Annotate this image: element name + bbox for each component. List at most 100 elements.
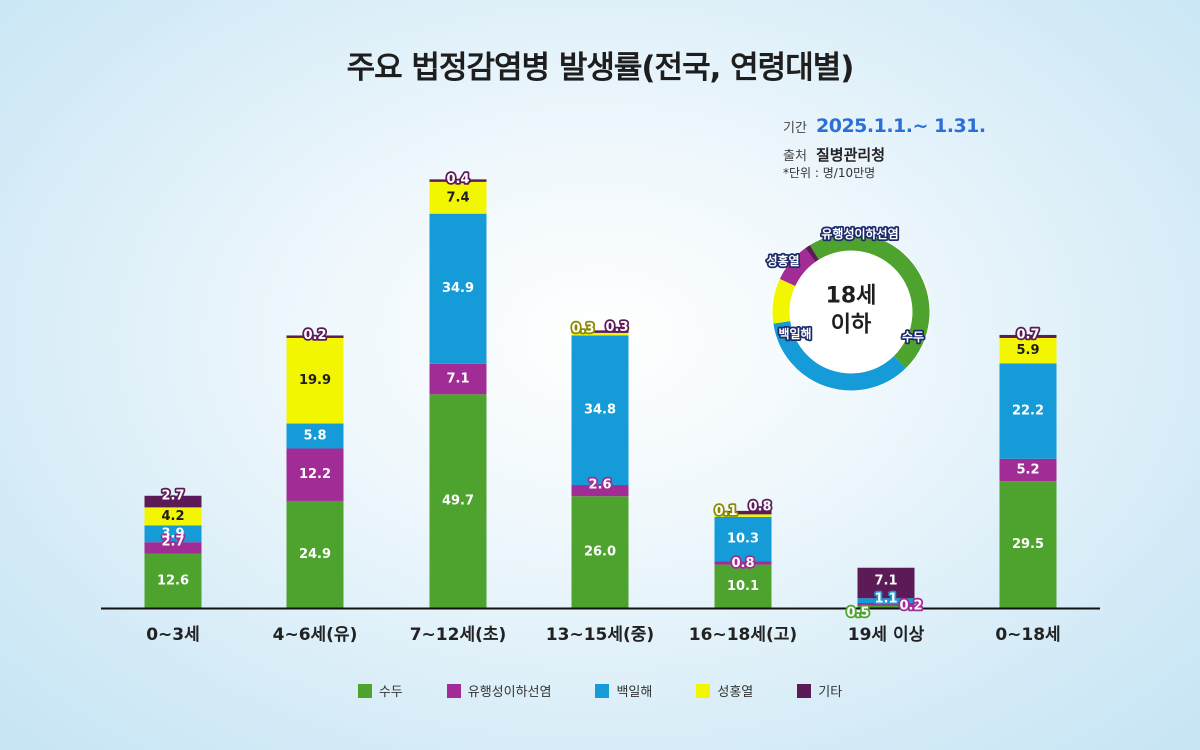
legend: 수두 유행성이하선염 백일해 성홍열 기타 <box>0 681 1200 700</box>
value-label-mumps-6: 5.2 <box>1016 462 1039 477</box>
value-label-scarlet-fever-0: 4.2 <box>161 509 184 524</box>
value-label-pertussis-0: 3.9 <box>161 526 184 541</box>
value-label-mumps-1: 12.2 <box>299 467 331 482</box>
bar-segment-other-5 <box>857 567 915 599</box>
x-tick-label-1: 4~6세(유) <box>273 625 358 645</box>
donut-segment-other <box>805 245 819 263</box>
x-tick-label-4: 16~18세(고) <box>689 625 797 645</box>
bar-segment-other-1 <box>286 335 344 338</box>
source-row: 출처 질병관리청 <box>783 140 986 168</box>
x-tick-label-5: 19세 이상 <box>848 625 925 645</box>
value-label-mumps-0: 2.7 <box>161 535 184 550</box>
bar-segment-pertussis-5 <box>857 598 915 603</box>
bar-segment-mumps-4 <box>714 561 772 565</box>
donut-label-pertussis: 백일해 <box>778 326 811 341</box>
value-label-scarlet-fever-4: 0.1 <box>714 504 737 519</box>
bar-segment-mumps-1 <box>286 448 344 501</box>
value-label-chickenpox-5: 0.5 <box>846 606 869 621</box>
legend-swatch-other <box>797 683 812 698</box>
value-label-mumps-5: 0.2 <box>899 599 922 614</box>
value-label-mumps-2: 7.1 <box>446 372 469 387</box>
bar-segment-chickenpox-4 <box>714 564 772 608</box>
donut-label-mumps: 유행성이하선염 <box>821 226 898 241</box>
donut-label-scarlet-fever: 성홍열 <box>766 253 799 268</box>
value-label-chickenpox-0: 12.6 <box>157 573 189 588</box>
legend-item-pertussis: 백일해 <box>595 681 652 700</box>
unit-note: *단위 : 명/10만명 <box>783 166 876 180</box>
donut-center-line2: 이하 <box>831 313 872 338</box>
value-label-mumps-3: 2.6 <box>588 478 611 493</box>
value-label-other-0: 2.7 <box>161 488 184 503</box>
bar-segment-mumps-6 <box>999 458 1057 482</box>
bar-segment-other-4 <box>714 510 772 515</box>
bar-segment-other-2 <box>429 179 487 182</box>
x-tick-label-2: 7~12세(초) <box>410 625 507 645</box>
bar-segment-other-3 <box>571 330 629 333</box>
bars-layer <box>144 179 1057 608</box>
value-label-chickenpox-4: 10.1 <box>727 579 759 594</box>
value-label-other-3: 0.3 <box>605 320 628 335</box>
donut-label-chickenpox: 수두 <box>902 330 924 344</box>
period-label: 기간 <box>783 120 807 136</box>
value-label-chickenpox-3: 26.0 <box>584 545 616 560</box>
value-label-scarlet-fever-1: 19.9 <box>299 373 331 388</box>
bar-segment-scarlet-fever-2 <box>429 181 487 214</box>
value-label-other-1: 0.2 <box>303 328 326 343</box>
donut-center-line1: 18세 <box>826 284 877 309</box>
bar-segment-pertussis-3 <box>571 335 629 486</box>
legend-label-chickenpox: 수두 <box>378 685 403 700</box>
period-value: 2025.1.1.~ 1.31. <box>816 115 986 137</box>
legend-item-other: 기타 <box>797 681 842 700</box>
value-label-pertussis-2: 34.9 <box>442 281 474 296</box>
x-tick-label-0: 0~3세 <box>146 625 200 645</box>
donut-background <box>771 232 931 392</box>
chart-title: 주요 법정감염병 발생률(전국, 연령대별) <box>346 50 855 86</box>
bar-segment-scarlet-fever-1 <box>286 337 344 424</box>
bar-segment-mumps-0 <box>144 542 202 554</box>
bar-segment-chickenpox-1 <box>286 500 344 608</box>
value-label-other-5: 7.1 <box>874 574 897 589</box>
value-label-pertussis-6: 22.2 <box>1012 404 1044 419</box>
value-label-chickenpox-1: 24.9 <box>299 547 331 562</box>
bar-segment-scarlet-fever-4 <box>714 514 772 517</box>
bar-segment-chickenpox-6 <box>999 481 1057 608</box>
legend-swatch-chickenpox <box>357 683 372 698</box>
bar-segment-mumps-3 <box>571 485 629 497</box>
legend-label-mumps: 유행성이하선염 <box>467 685 552 700</box>
bar-segment-pertussis-6 <box>999 363 1057 459</box>
labels-layer: 12.62.73.94.22.70~3세24.912.25.819.90.24~… <box>146 170 1060 645</box>
period-row: 기간 2025.1.1.~ 1.31. <box>783 112 986 140</box>
source-value: 질병관리청 <box>816 145 886 164</box>
bar-segment-mumps-2 <box>429 363 487 395</box>
value-label-pertussis-4: 10.3 <box>727 531 759 546</box>
legend-swatch-mumps <box>446 683 461 698</box>
legend-item-chickenpox: 수두 <box>357 681 403 700</box>
info-panel: 기간 2025.1.1.~ 1.31. 출처 질병관리청 *단위 : 명/10만… <box>783 112 986 181</box>
bar-segment-chickenpox-3 <box>571 496 629 608</box>
bar-segment-pertussis-2 <box>429 213 487 364</box>
bar-segment-pertussis-0 <box>144 525 202 543</box>
value-label-pertussis-3: 34.8 <box>584 403 616 418</box>
bar-segment-chickenpox-5 <box>857 605 915 608</box>
value-label-chickenpox-6: 29.5 <box>1012 537 1044 552</box>
value-label-pertussis-1: 5.8 <box>303 429 326 444</box>
value-label-pertussis-5: 1.1 <box>874 592 897 607</box>
value-label-other-4: 0.8 <box>748 499 771 514</box>
bar-segment-scarlet-fever-6 <box>999 337 1057 364</box>
source-label: 출처 <box>783 148 807 164</box>
bar-segment-mumps-5 <box>857 603 915 606</box>
value-label-other-2: 0.4 <box>446 172 469 187</box>
value-label-scarlet-fever-6: 5.9 <box>1016 343 1039 358</box>
legend-item-scarlet-fever: 성홍열 <box>696 681 753 700</box>
bar-segment-other-6 <box>999 334 1057 338</box>
value-label-other-6: 0.7 <box>1016 327 1039 342</box>
value-label-chickenpox-2: 49.7 <box>442 494 474 509</box>
bar-segment-chickenpox-0 <box>144 553 202 608</box>
x-tick-label-3: 13~15세(중) <box>546 625 654 645</box>
legend-label-other: 기타 <box>818 685 843 700</box>
donut-segment-mumps <box>779 248 816 287</box>
bar-segment-chickenpox-2 <box>429 394 487 608</box>
bar-segment-scarlet-fever-0 <box>144 507 202 526</box>
